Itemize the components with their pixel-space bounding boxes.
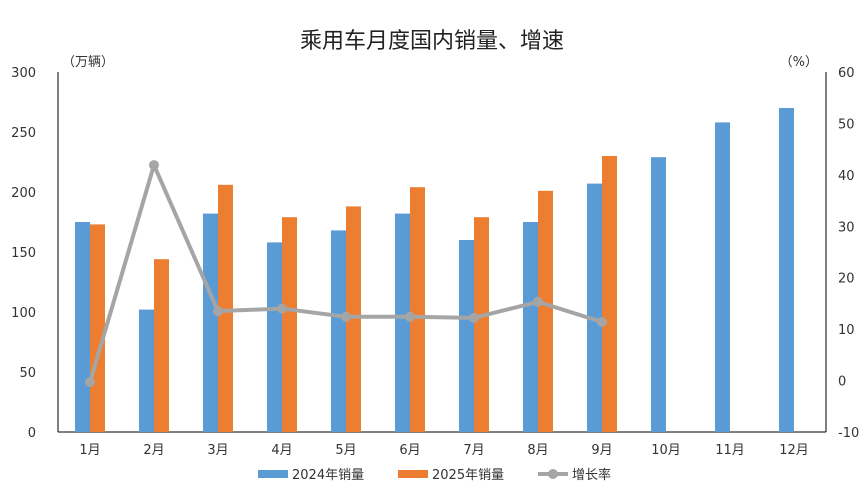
- bar-2024年销量: [779, 108, 794, 432]
- x-tick-label: 1月: [79, 443, 100, 458]
- legend-swatch-marker: [548, 469, 558, 479]
- bar-2025年销量: [282, 217, 297, 432]
- point-增长率: [597, 316, 607, 327]
- chart-title: 乘用车月度国内销量、增速: [300, 29, 564, 54]
- bar-2024年销量: [651, 157, 666, 432]
- bar-2024年销量: [267, 242, 282, 432]
- legend-swatch: [398, 470, 428, 478]
- right-tick-label: 0: [838, 375, 846, 390]
- left-tick-label: 0: [28, 426, 36, 441]
- left-tick-label: 250: [11, 126, 36, 141]
- legend-label: 2025年销量: [432, 468, 504, 483]
- x-tick-label: 11月: [715, 443, 745, 458]
- point-增长率: [277, 303, 287, 314]
- left-tick-label: 50: [19, 366, 36, 381]
- x-tick-label: 7月: [463, 443, 484, 458]
- legend-label: 2024年销量: [292, 468, 364, 483]
- bar-2024年销量: [203, 213, 218, 432]
- bar-2025年销量: [346, 206, 361, 432]
- left-tick-label: 300: [11, 66, 36, 81]
- right-tick-label: 30: [838, 220, 855, 235]
- x-tick-label: 8月: [527, 443, 548, 458]
- bar-2024年销量: [75, 222, 90, 432]
- bar-2025年销量: [154, 259, 169, 432]
- point-增长率: [149, 160, 159, 171]
- right-axis-unit: （%）: [780, 55, 818, 70]
- bar-2024年销量: [331, 230, 346, 432]
- point-增长率: [533, 296, 543, 307]
- bar-2025年销量: [90, 224, 105, 432]
- right-tick-label: -10: [838, 426, 859, 441]
- bar-2024年销量: [395, 213, 410, 432]
- x-tick-label: 6月: [399, 443, 420, 458]
- bar-2024年销量: [139, 309, 154, 432]
- left-axis-unit: （万辆）: [62, 55, 114, 70]
- right-tick-label: 50: [838, 117, 855, 132]
- bar-2025年销量: [410, 187, 425, 432]
- bar-2024年销量: [523, 222, 538, 432]
- x-tick-label: 9月: [591, 443, 612, 458]
- x-tick-label: 5月: [335, 443, 356, 458]
- x-tick-label: 3月: [207, 443, 228, 458]
- point-增长率: [213, 306, 223, 317]
- bar-2024年销量: [459, 240, 474, 432]
- x-tick-label: 10月: [651, 443, 681, 458]
- legend-swatch: [258, 470, 288, 478]
- right-tick-label: 60: [838, 66, 855, 81]
- bar-2025年销量: [474, 217, 489, 432]
- bar-2024年销量: [715, 122, 730, 433]
- right-tick-label: 20: [838, 272, 855, 287]
- point-增长率: [405, 311, 415, 322]
- point-增长率: [85, 377, 95, 388]
- point-增长率: [469, 312, 479, 323]
- bar-2025年销量: [218, 184, 233, 432]
- legend: 2024年销量 2025年销量 增长率: [258, 467, 611, 483]
- left-tick-label: 200: [11, 186, 36, 201]
- bar-2024年销量: [587, 183, 602, 432]
- bar-2025年销量: [538, 190, 553, 432]
- x-tick-label: 4月: [271, 443, 292, 458]
- x-tick-label: 2月: [143, 443, 164, 458]
- bar-2025年销量: [602, 156, 617, 432]
- point-增长率: [341, 311, 351, 322]
- right-tick-label: 10: [838, 323, 855, 338]
- right-tick-label: 40: [838, 169, 855, 184]
- left-tick-label: 100: [11, 306, 36, 321]
- legend-label: 增长率: [572, 467, 611, 483]
- left-tick-label: 150: [11, 246, 36, 261]
- x-tick-label: 12月: [779, 443, 809, 458]
